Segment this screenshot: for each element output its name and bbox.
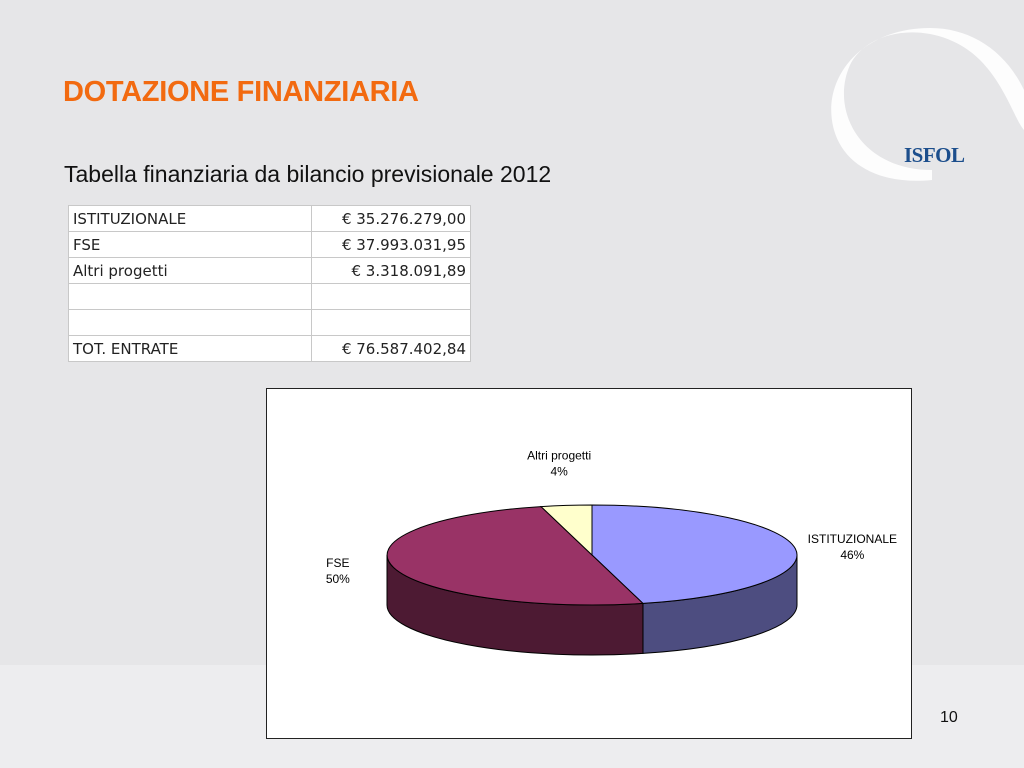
table-cell-value <box>311 283 471 310</box>
pie-label-category: Altri progetti <box>527 449 591 463</box>
table-cell-label <box>68 309 312 336</box>
pie-label-percent: 50% <box>326 572 350 586</box>
pie-slice-istituzionale <box>591 504 798 604</box>
table-row-total: TOT. ENTRATE € 76.587.402,84 <box>68 335 471 362</box>
pie-label-istituzionale: ISTITUZIONALE 46% <box>808 532 897 562</box>
page-title: DOTAZIONE FINANZIARIA <box>63 76 419 108</box>
pie-slice-altri-progetti <box>539 504 593 557</box>
pie-label-percent: 4% <box>550 465 568 479</box>
table-cell-label: Altri progetti <box>68 257 312 284</box>
table-cell-value: € 35.276.279,00 <box>311 205 471 232</box>
pie-label-altri-progetti: Altri progetti 4% <box>527 449 591 479</box>
table-cell-value: € 76.587.402,84 <box>311 335 471 362</box>
page-number: 10 <box>940 709 958 726</box>
pie-chart: ISTITUZIONALE 46% FSE 50% Altri progetti 4% <box>266 388 912 739</box>
isfol-logo: ISFOL <box>904 143 965 167</box>
pie-label-category: FSE <box>326 556 349 570</box>
pie-chart-svg: ISTITUZIONALE 46% FSE 50% Altri progetti 4% <box>326 449 897 656</box>
table-cell-label: ISTITUZIONALE <box>68 205 312 232</box>
table-cell-value: € 37.993.031,95 <box>311 231 471 258</box>
pie-label-fse: FSE 50% <box>326 556 350 586</box>
table-row <box>68 283 471 310</box>
pie-slice-fse <box>387 506 645 606</box>
pie-label-category: ISTITUZIONALE <box>808 532 897 546</box>
table-cell-label: TOT. ENTRATE <box>68 335 312 362</box>
table-row: ISTITUZIONALE € 35.276.279,00 <box>68 205 471 232</box>
table-cell-value: € 3.318.091,89 <box>311 257 471 284</box>
table-cell-label <box>68 283 312 310</box>
page-subtitle: Tabella finanziaria da bilancio previsio… <box>64 161 552 187</box>
table-cell-label: FSE <box>68 231 312 258</box>
financial-table: ISTITUZIONALE € 35.276.279,00 FSE € 37.9… <box>68 205 471 362</box>
table-row <box>68 309 471 336</box>
table-row: Altri progetti € 3.318.091,89 <box>68 257 471 284</box>
table-row: FSE € 37.993.031,95 <box>68 231 471 258</box>
table-cell-value <box>311 309 471 336</box>
pie-label-percent: 46% <box>840 548 864 562</box>
